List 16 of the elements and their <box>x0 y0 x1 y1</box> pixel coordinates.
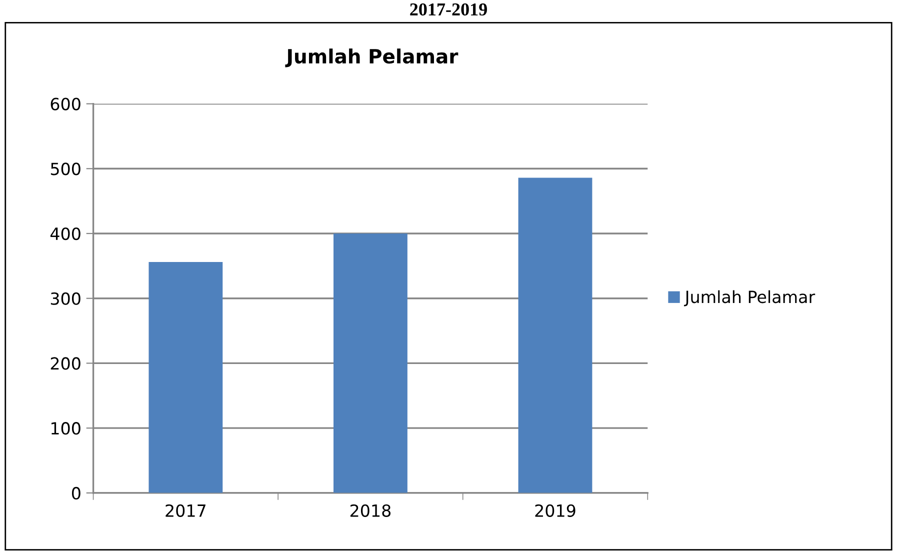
y-tick-label: 400 <box>50 227 80 240</box>
y-tick-label: 100 <box>52 422 80 435</box>
x-tick-label: 2019 <box>535 504 576 517</box>
y-tick-label: 300 <box>50 292 80 305</box>
chart-title: Jumlah Pelamar <box>285 48 458 68</box>
x-tick-label: 2018 <box>350 504 391 517</box>
y-tick-label: 600 <box>50 98 80 110</box>
text: 2017-2019 <box>410 3 487 16</box>
legend-label: Jumlah Pelamar <box>684 290 816 306</box>
y-tick-label: 500 <box>50 162 80 176</box>
y-tick-label: 200 <box>50 357 80 370</box>
bar <box>518 178 592 493</box>
bar <box>148 262 223 493</box>
bar <box>334 233 408 493</box>
x-tick-label: 2017 <box>166 504 206 517</box>
y-tick-label: 0 <box>72 486 80 500</box>
